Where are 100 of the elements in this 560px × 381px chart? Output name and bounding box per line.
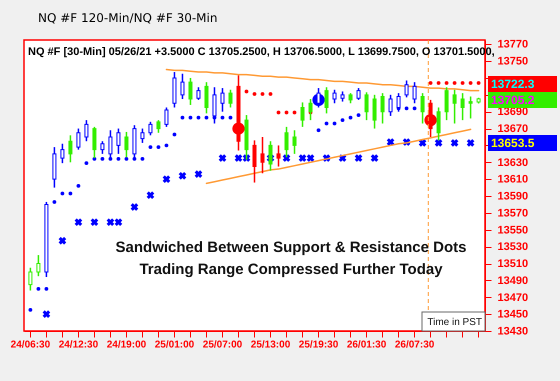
candlestick xyxy=(180,72,184,100)
point xyxy=(180,116,184,120)
candlestick xyxy=(316,87,321,108)
y-tick-label: 13590 xyxy=(498,190,528,203)
y-tick-label: 13470 xyxy=(498,292,528,304)
point xyxy=(140,157,144,161)
point xyxy=(332,122,336,126)
point xyxy=(244,90,248,94)
point xyxy=(114,218,122,226)
candlestick xyxy=(292,130,297,155)
point xyxy=(284,110,288,114)
point xyxy=(324,122,328,126)
candlestick xyxy=(324,86,329,114)
point xyxy=(268,92,272,96)
point xyxy=(228,116,232,120)
point xyxy=(460,81,464,85)
point xyxy=(418,139,426,147)
point xyxy=(36,286,40,291)
point xyxy=(356,113,360,117)
candlestick xyxy=(92,126,96,159)
candlestick xyxy=(300,102,305,128)
candlestick xyxy=(220,87,224,112)
candlestick xyxy=(284,126,289,158)
x-tick-label: 24/06:30 xyxy=(10,340,51,350)
annotation: Sandwiched Between Support & Resistance Dots xyxy=(116,239,466,256)
point xyxy=(194,170,202,178)
y-tick-label: 13610 xyxy=(498,174,528,186)
y-tick-label: 13750 xyxy=(498,56,528,68)
point xyxy=(188,116,192,120)
point xyxy=(370,154,378,162)
point xyxy=(204,116,208,120)
candlestick xyxy=(348,92,353,104)
y-tick-label: 13770 xyxy=(498,38,528,51)
y-tick-label: 13490 xyxy=(498,274,528,287)
x-tick-label: 25/13:00 xyxy=(250,340,291,350)
x-tick-label: 25/07:00 xyxy=(202,340,243,350)
candlestick xyxy=(340,90,345,102)
candlestick xyxy=(148,121,152,136)
candlestick xyxy=(468,96,473,120)
candlestick xyxy=(84,119,88,142)
point xyxy=(68,192,72,196)
point xyxy=(100,157,104,161)
point xyxy=(28,308,32,312)
candlestick xyxy=(252,140,256,184)
point xyxy=(44,286,48,291)
point xyxy=(76,184,80,188)
candlestick xyxy=(444,86,449,121)
point xyxy=(178,172,186,180)
candlestick xyxy=(76,128,80,150)
candlestick xyxy=(332,89,337,104)
point xyxy=(116,157,120,161)
point xyxy=(450,139,458,147)
candlestick xyxy=(100,140,104,155)
point xyxy=(292,110,296,114)
annotation: Time in PST xyxy=(427,317,482,328)
point xyxy=(156,145,160,149)
point xyxy=(476,81,480,85)
point xyxy=(220,116,224,120)
candlestick xyxy=(60,143,64,164)
y-tick-label: 13530 xyxy=(498,241,528,254)
point xyxy=(260,92,264,96)
text: 13705.2 xyxy=(491,93,535,107)
point xyxy=(348,116,352,120)
candlestick xyxy=(276,144,281,168)
y-tick-label: 13450 xyxy=(498,308,528,321)
y-tick-label: 13510 xyxy=(498,258,528,270)
point xyxy=(468,81,472,85)
candlestick xyxy=(460,92,465,121)
point xyxy=(282,154,290,162)
point xyxy=(298,154,306,162)
candlestick xyxy=(404,80,409,98)
point xyxy=(234,154,242,162)
candlestick xyxy=(452,89,457,124)
point xyxy=(90,218,98,226)
y-tick-label: 13430 xyxy=(498,326,528,338)
x-tick-label: 25/19:30 xyxy=(298,340,339,350)
y-tick-label: 13570 xyxy=(498,207,528,220)
candlestick xyxy=(228,89,232,108)
point xyxy=(428,81,432,85)
point xyxy=(60,192,64,196)
candlestick xyxy=(356,87,361,101)
point xyxy=(466,139,474,147)
y-tick-label: 13550 xyxy=(498,224,528,236)
candlestick xyxy=(28,266,32,292)
point xyxy=(354,154,362,162)
point xyxy=(218,154,226,162)
point xyxy=(52,200,56,204)
chart-title: NQ #F 120-Min/NQ #F 30-Min xyxy=(38,11,218,25)
point xyxy=(340,118,344,122)
point xyxy=(146,191,154,200)
y-tick-label: 13670 xyxy=(498,123,528,136)
x-tick-label: 24/19:00 xyxy=(106,340,147,350)
point xyxy=(162,175,170,184)
point xyxy=(306,154,314,162)
point xyxy=(130,203,138,211)
point xyxy=(452,81,456,85)
candlestick xyxy=(436,106,441,142)
x-tick-label: 25/01:00 xyxy=(154,340,195,350)
candlestick xyxy=(156,119,160,134)
x-tick-label: 26/07:30 xyxy=(394,340,435,350)
